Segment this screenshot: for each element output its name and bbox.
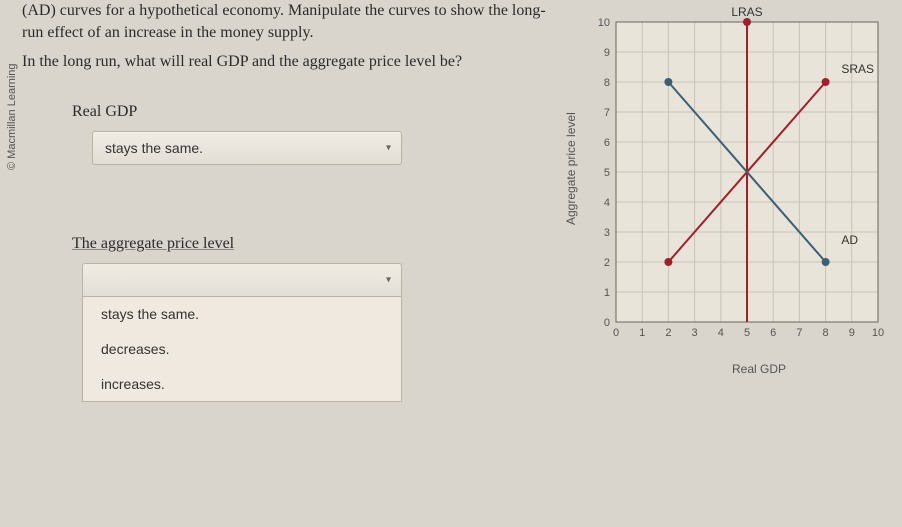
svg-text:4: 4 — [604, 197, 610, 209]
question-panel: (AD) curves for a hypothetical economy. … — [22, 0, 562, 402]
option-stays-same[interactable]: stays the same. — [83, 297, 401, 331]
price-level-selected-empty[interactable]: ▾ — [82, 263, 402, 297]
svg-text:6: 6 — [770, 327, 776, 339]
real-gdp-selected: stays the same. — [105, 140, 203, 156]
question-para-1: (AD) curves for a hypothetical economy. … — [22, 0, 562, 43]
svg-text:SRAS: SRAS — [841, 62, 874, 76]
svg-text:2: 2 — [665, 327, 671, 339]
svg-text:9: 9 — [604, 47, 610, 59]
svg-text:10: 10 — [598, 17, 610, 29]
svg-text:3: 3 — [692, 327, 698, 339]
chart-x-axis-label: Real GDP — [732, 362, 786, 376]
question-para-2: In the long run, what will real GDP and … — [22, 51, 562, 73]
price-level-label: The aggregate price level — [72, 235, 562, 253]
svg-text:3: 3 — [604, 227, 610, 239]
svg-text:10: 10 — [872, 327, 884, 339]
svg-text:5: 5 — [604, 167, 610, 179]
svg-text:AD: AD — [841, 233, 858, 247]
svg-text:7: 7 — [796, 327, 802, 339]
svg-text:7: 7 — [604, 107, 610, 119]
chevron-down-icon: ▾ — [386, 142, 391, 153]
real-gdp-label: Real GDP — [72, 103, 562, 121]
svg-text:LRAS: LRAS — [731, 5, 762, 19]
real-gdp-dropdown[interactable]: stays the same. ▾ — [92, 131, 402, 165]
svg-text:9: 9 — [849, 327, 855, 339]
svg-text:4: 4 — [718, 327, 724, 339]
chart-svg[interactable]: 0 1 2 3 4 5 6 7 8 9 10 0 1 2 3 4 5 6 7 8 9 10 LRAS SRAS AD — [588, 0, 888, 360]
svg-text:8: 8 — [604, 77, 610, 89]
svg-text:1: 1 — [604, 287, 610, 299]
svg-text:0: 0 — [604, 317, 610, 329]
svg-text:5: 5 — [744, 327, 750, 339]
price-level-options: stays the same. decreases. increases. — [82, 297, 402, 402]
chevron-down-icon: ▾ — [386, 274, 391, 285]
chart-y-axis-label: Aggregate price level — [564, 112, 578, 225]
copyright-text: © Macmillan Learning — [6, 63, 18, 170]
svg-text:8: 8 — [823, 327, 829, 339]
price-level-dropdown[interactable]: ▾ stays the same. decreases. increases. — [82, 263, 402, 402]
option-increases[interactable]: increases. — [83, 366, 401, 401]
chart-container: Aggregate price level Real GDP 012345678… — [572, 0, 892, 380]
svg-text:0: 0 — [613, 327, 619, 339]
svg-text:1: 1 — [639, 327, 645, 339]
svg-text:6: 6 — [604, 137, 610, 149]
svg-text:2: 2 — [604, 257, 610, 269]
option-decreases[interactable]: decreases. — [83, 331, 401, 366]
